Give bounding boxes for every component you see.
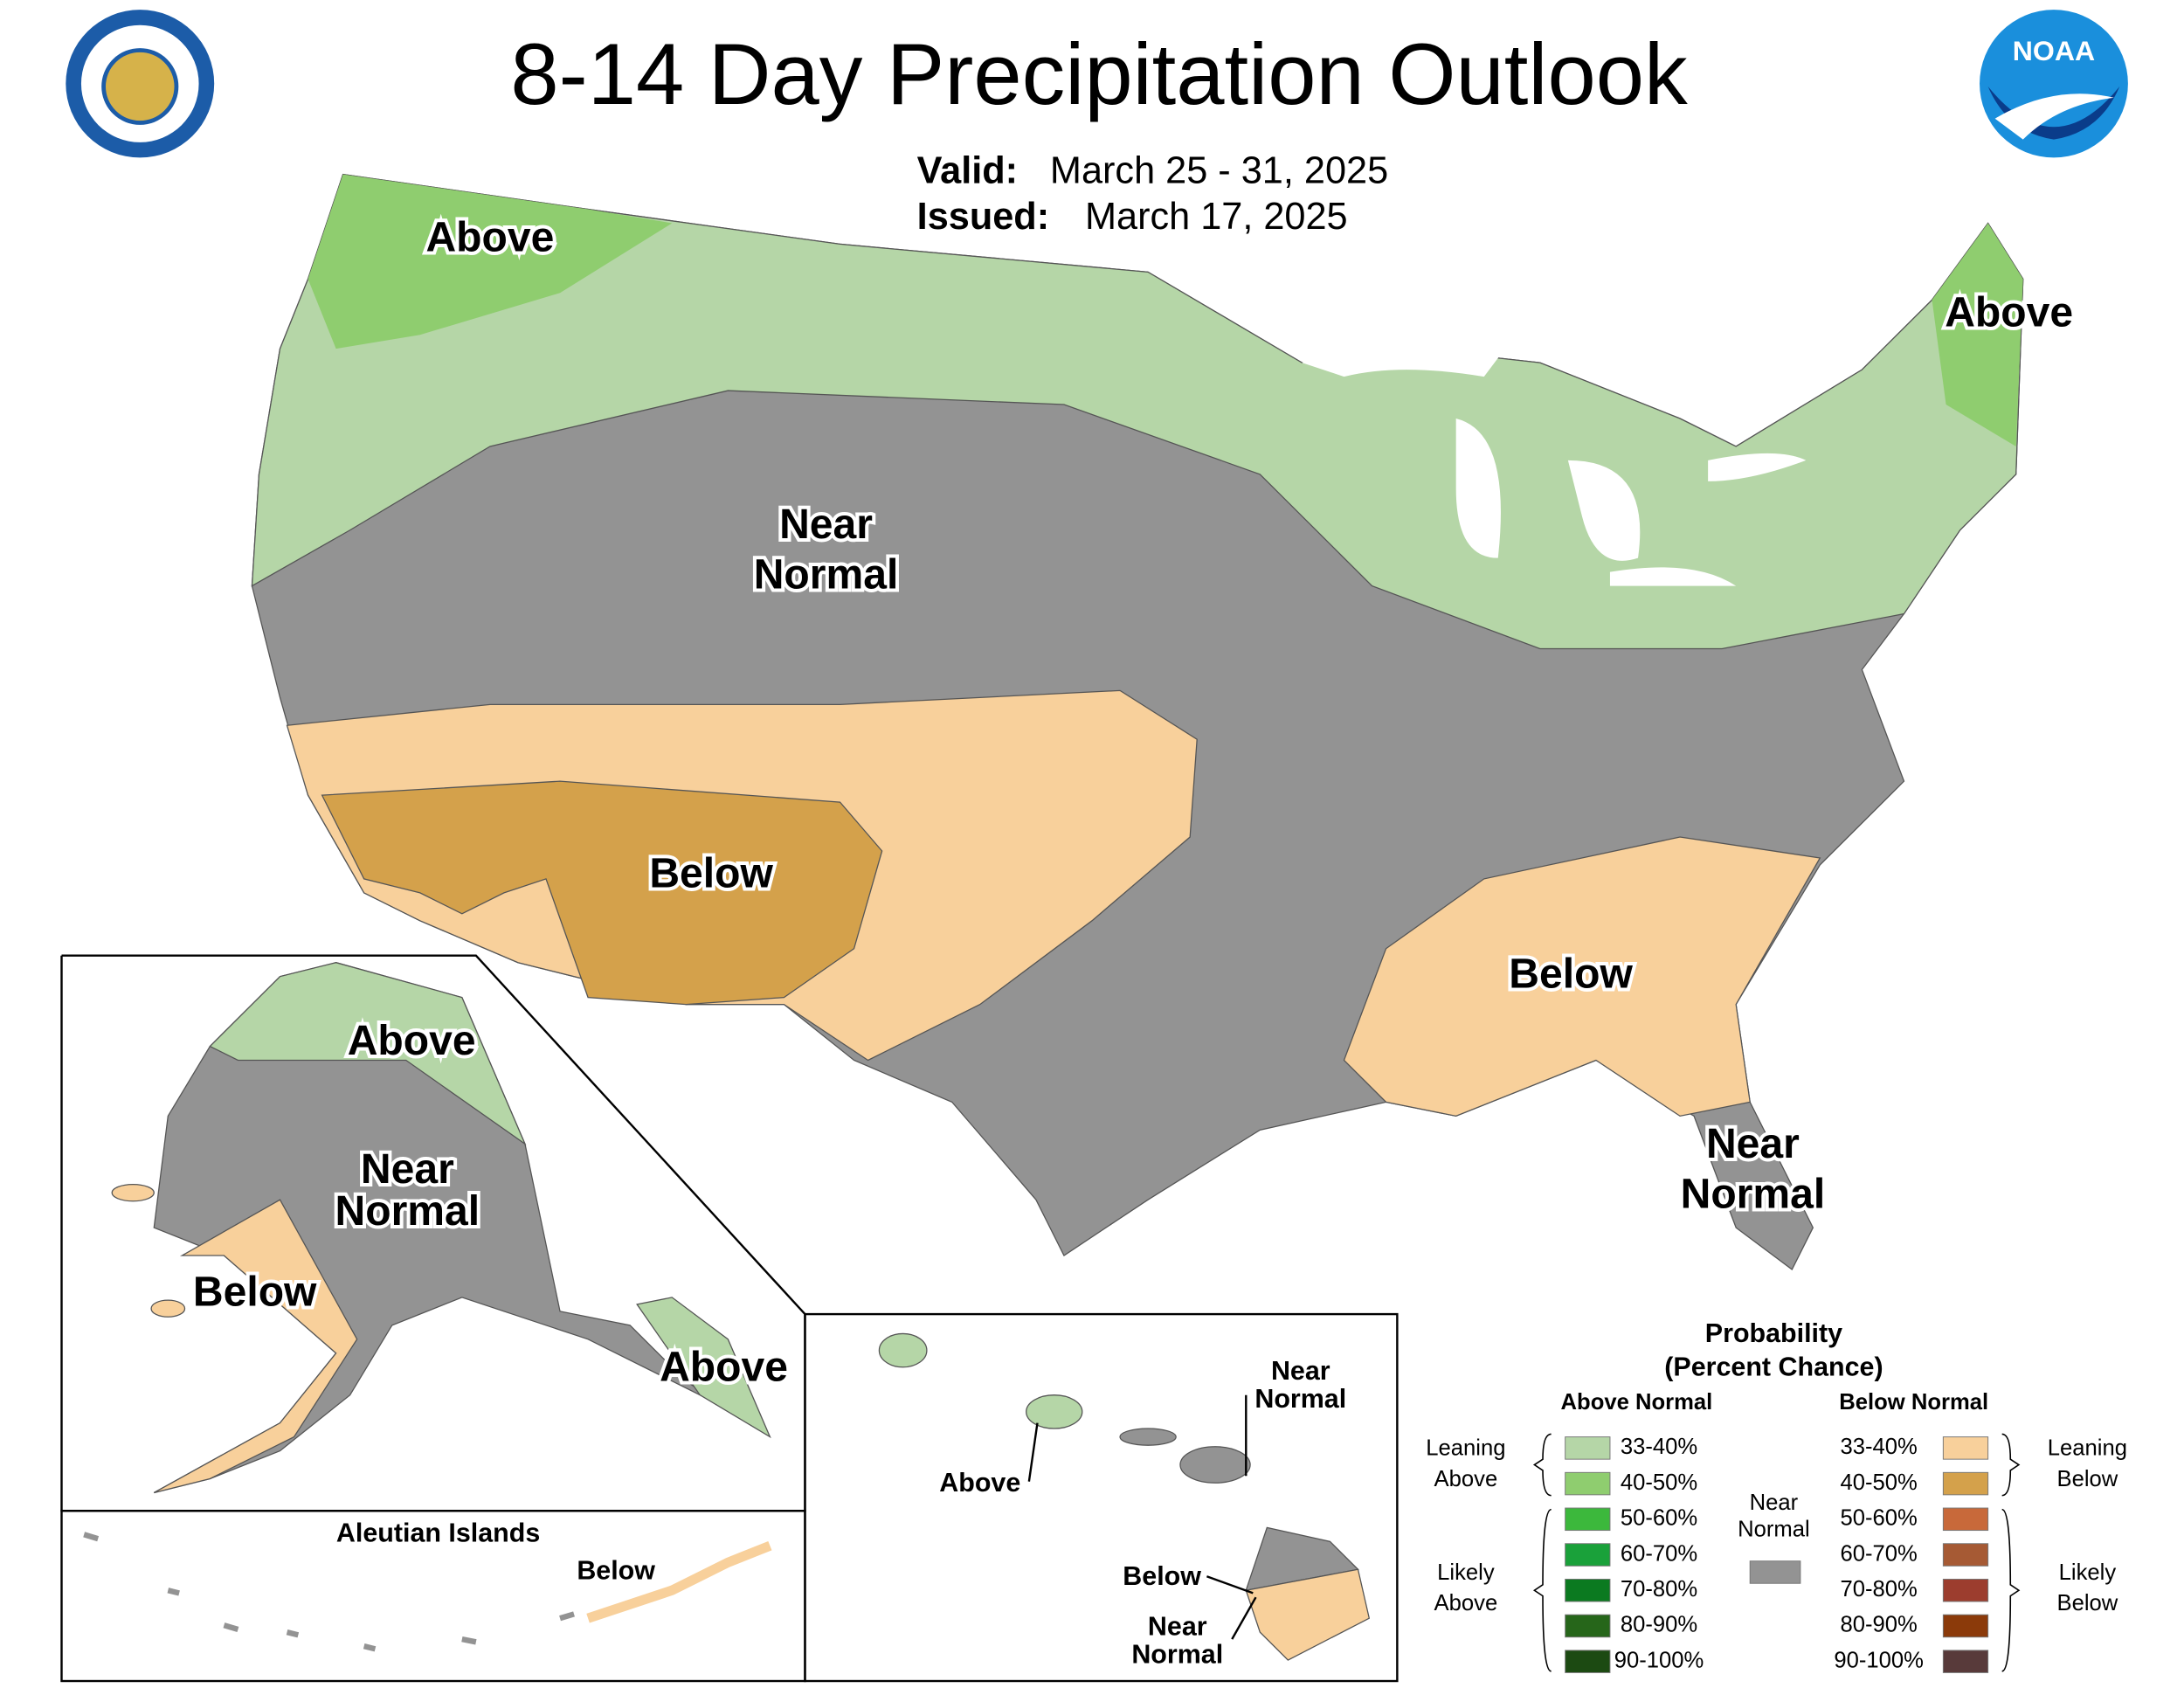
region-label: Normal bbox=[335, 1188, 480, 1235]
legend-swatch bbox=[1565, 1471, 1611, 1496]
region-label: Below bbox=[1123, 1561, 1201, 1591]
legend-swatch bbox=[1942, 1614, 1989, 1638]
region-label: Near bbox=[1148, 1611, 1207, 1641]
legend-swatch bbox=[1942, 1543, 1989, 1567]
region-label: Below bbox=[193, 1269, 317, 1315]
legend-near-label: Near bbox=[1750, 1491, 1799, 1515]
region-label: Normal bbox=[1681, 1172, 1826, 1218]
legend-swatch bbox=[1565, 1436, 1611, 1460]
inset-title: Aleutian Islands bbox=[336, 1518, 540, 1547]
legend-range: 80-90% bbox=[1621, 1613, 1697, 1637]
legend-swatch bbox=[1565, 1578, 1611, 1602]
legend-range: 90-100% bbox=[1834, 1648, 1924, 1672]
alaska-inset bbox=[60, 954, 806, 1512]
legend-range: 90-100% bbox=[1614, 1648, 1704, 1672]
region-label: Near bbox=[361, 1146, 454, 1193]
legend-range: 80-90% bbox=[1840, 1613, 1917, 1637]
title: 8-14 Day Precipitation Outlook bbox=[510, 26, 1688, 123]
legend-group-label: Above bbox=[1434, 1467, 1498, 1491]
legend-brace bbox=[2001, 1508, 2021, 1672]
legend-near-label: Normal bbox=[1738, 1517, 1810, 1541]
legend-swatch bbox=[1565, 1507, 1611, 1532]
legend-title: Probability bbox=[1705, 1318, 1842, 1348]
hawaii-inset bbox=[804, 1312, 1399, 1683]
legend-swatch bbox=[1942, 1507, 1989, 1532]
legend-swatch bbox=[1942, 1578, 1989, 1602]
legend-group-label: Likely bbox=[2059, 1560, 2117, 1585]
legend-swatch bbox=[1942, 1436, 1989, 1460]
region-label: Normal bbox=[754, 552, 899, 598]
legend-range: 60-70% bbox=[1621, 1541, 1697, 1566]
region-label: Normal bbox=[1254, 1384, 1346, 1414]
legend-swatch bbox=[1749, 1560, 1801, 1584]
legend-range: 60-70% bbox=[1840, 1541, 1917, 1566]
region-label: Above bbox=[348, 1018, 476, 1064]
legend-range: 70-80% bbox=[1621, 1577, 1697, 1602]
region-label: Above bbox=[1945, 290, 2073, 336]
valid-date: March 25 - 31, 2025 bbox=[1050, 149, 1388, 191]
legend-heading: Below Normal bbox=[1839, 1390, 1988, 1415]
legend-brace bbox=[2001, 1433, 2021, 1497]
legend-group-label: Below bbox=[2057, 1591, 2118, 1615]
legend-swatch bbox=[1565, 1650, 1611, 1673]
region-label: Above bbox=[660, 1345, 788, 1391]
legend-swatch bbox=[1942, 1650, 1989, 1673]
region-label: Near bbox=[1706, 1121, 1800, 1167]
legend-range: 50-60% bbox=[1621, 1506, 1697, 1531]
region-label: Near bbox=[779, 502, 873, 548]
legend-range: 40-50% bbox=[1840, 1470, 1917, 1495]
issued-label: Issued: bbox=[917, 196, 1049, 238]
legend-group-label: Leaning bbox=[1426, 1436, 1505, 1461]
legend-group-label: Below bbox=[2057, 1467, 2118, 1491]
conus bbox=[251, 173, 2024, 1270]
legend-group-label: Leaning bbox=[2048, 1436, 2127, 1461]
noaa-logo: NOAA bbox=[1980, 10, 2128, 158]
region-label: Below bbox=[1509, 951, 1633, 997]
legend-swatch bbox=[1942, 1471, 1989, 1496]
legend-range: 33-40% bbox=[1840, 1435, 1917, 1459]
logo-text: NOAA bbox=[2013, 35, 2095, 66]
legend-range: 70-80% bbox=[1840, 1577, 1917, 1602]
legend-range: 33-40% bbox=[1621, 1435, 1697, 1459]
legend-brace bbox=[1532, 1508, 1552, 1672]
issued-date: March 17, 2025 bbox=[1085, 196, 1348, 238]
legend-range: 50-60% bbox=[1840, 1506, 1917, 1531]
region-label: Below bbox=[649, 850, 773, 896]
commerce-seal bbox=[66, 10, 215, 158]
region-label: Below bbox=[577, 1556, 655, 1586]
legend-brace bbox=[1532, 1433, 1552, 1497]
region-label: Above bbox=[425, 214, 554, 260]
legend-heading: Above Normal bbox=[1561, 1390, 1713, 1415]
region-label: Above bbox=[939, 1468, 1020, 1498]
legend-group-label: Above bbox=[1434, 1591, 1498, 1615]
legend-group-label: Likely bbox=[1437, 1560, 1495, 1585]
legend-swatch bbox=[1565, 1614, 1611, 1638]
legend-swatch bbox=[1565, 1543, 1611, 1567]
region-label: Normal bbox=[1131, 1639, 1223, 1669]
valid-label: Valid: bbox=[917, 149, 1018, 191]
region-label: Near bbox=[1271, 1356, 1330, 1386]
legend-subtitle: (Percent Chance) bbox=[1664, 1352, 1883, 1381]
legend-range: 40-50% bbox=[1621, 1470, 1697, 1495]
